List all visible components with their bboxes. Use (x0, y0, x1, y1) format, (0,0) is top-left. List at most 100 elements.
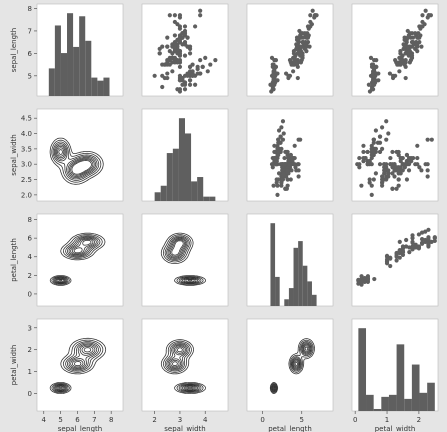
scatter-point (288, 177, 293, 182)
scatter-point (359, 183, 364, 188)
histogram-bar-sepal_width (185, 133, 192, 201)
xtick-label-sepal_width: 3 (178, 416, 182, 424)
kde-contour-line (54, 343, 98, 392)
scatter-point (165, 71, 170, 76)
xlabel-petal_length: petal_length (268, 425, 312, 432)
scatter-point (292, 155, 297, 161)
scatter-point (417, 165, 422, 170)
scatter-point (296, 174, 301, 179)
scatter-point (160, 73, 165, 78)
scatter-point (425, 137, 430, 142)
scatter-point (172, 60, 177, 65)
scatter-point (167, 13, 172, 18)
scatter-point (384, 119, 389, 124)
xtick-label-sepal_length: 6 (75, 416, 80, 424)
scatter-point (284, 149, 289, 155)
scatter-point (415, 162, 420, 167)
xlabel-petal_width: petal_width (375, 425, 416, 432)
scatter-point (413, 245, 418, 250)
scatter-point (298, 137, 303, 142)
scatter-point (390, 165, 395, 170)
scatter-point (198, 57, 203, 63)
xtick-label-petal_length: 5 (299, 416, 303, 424)
scatter-point (382, 168, 387, 173)
kde-contour-line (54, 144, 97, 179)
xtick-label-petal_width: 0 (353, 416, 357, 424)
scatter-point (280, 168, 285, 173)
scatter-point (361, 149, 366, 155)
scatter-point (388, 162, 393, 167)
scatter-sepal_length-vs-petal_length (268, 8, 319, 94)
scatter-point (400, 244, 406, 249)
scatter-point (369, 155, 374, 161)
scatter-point (275, 146, 280, 151)
scatter-point (390, 149, 395, 155)
kde-contour-line (52, 141, 100, 181)
scatter-point (301, 35, 306, 40)
histogram-bar-sepal_length (103, 77, 110, 96)
scatter-point (359, 274, 364, 279)
scatter-point (410, 244, 415, 249)
ytick-label-sepal_width: 4.0 (21, 130, 32, 138)
scatter-point (398, 159, 403, 164)
scatter-point (419, 241, 425, 246)
scatter-point (390, 171, 395, 176)
scatter-point (365, 162, 370, 167)
scatter-point (276, 128, 282, 133)
kde-contour-line (55, 237, 97, 284)
ytick-label-sepal_length: 7 (28, 27, 32, 35)
histogram-bar-petal_length (307, 281, 312, 306)
scatter-point (414, 42, 419, 47)
ylabel-sepal_length: sepal_length (10, 28, 18, 72)
scatter-point (177, 78, 183, 83)
scatter-point (275, 192, 280, 197)
scatter-point (292, 162, 297, 167)
histogram-bar-sepal_width (191, 181, 198, 201)
scatter-point (370, 73, 376, 78)
scatter-point (426, 236, 431, 242)
scatter-point (282, 162, 287, 167)
kde-petal_width-vs-sepal_width (160, 339, 207, 394)
kde-contour-line (55, 145, 95, 177)
histogram-bar-petal_width (404, 398, 412, 411)
ytick-label-petal_length: 8 (28, 216, 32, 224)
scatter-point (426, 241, 431, 246)
kde-contour-line (171, 240, 193, 282)
histogram-bar-sepal_width (160, 185, 167, 201)
histogram-bar-petal_length (311, 294, 317, 306)
kde-contour-line (168, 238, 197, 283)
kde-petal_width-vs-petal_length (269, 338, 315, 394)
scatter-point (410, 40, 416, 45)
scatter-point (390, 186, 395, 191)
scatter-point (308, 13, 313, 18)
histogram-petal_length (270, 223, 317, 306)
scatter-point (208, 62, 213, 67)
scatter-point (277, 140, 282, 145)
scatter-point (283, 71, 289, 76)
ytick-label-sepal_length: 6 (28, 50, 33, 58)
kde-contour-line (166, 236, 200, 284)
scatter-point (285, 168, 290, 173)
scatter-point (273, 162, 279, 167)
scatter-point (371, 137, 376, 142)
histogram-bar-petal_length (288, 288, 294, 306)
scatter-point (404, 237, 409, 243)
histogram-bar-petal_width (366, 394, 374, 411)
histogram-bar-sepal_length (54, 25, 61, 96)
scatter-point (407, 250, 412, 255)
histogram-bar-petal_length (302, 265, 308, 306)
xtick-label-petal_width: 2 (417, 416, 421, 424)
kde-contour-line (57, 345, 94, 390)
kde-contour-line (271, 341, 313, 393)
scatter-point (432, 235, 437, 240)
scatter-point (308, 19, 313, 25)
scatter-point (305, 24, 311, 29)
scatter-point (294, 168, 299, 173)
scatter-point (388, 256, 393, 261)
ytick-label-sepal_length: 5 (28, 72, 32, 80)
scatter-point (406, 168, 412, 173)
scatter-point (367, 159, 372, 164)
scatter-point (396, 171, 401, 176)
xtick-label-sepal_width: 4 (203, 416, 208, 424)
kde-contour-line (58, 239, 92, 282)
